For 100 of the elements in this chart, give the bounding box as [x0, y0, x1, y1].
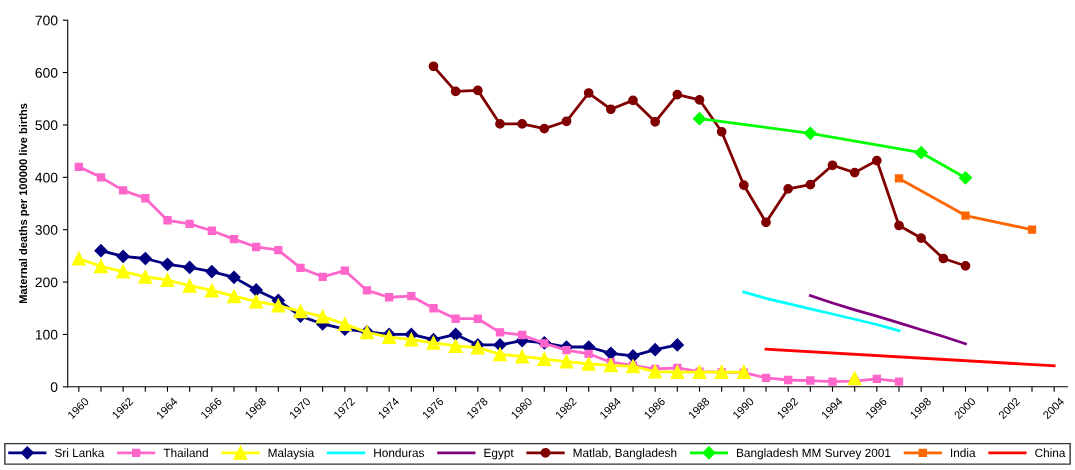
- point: [603, 358, 618, 373]
- point: [227, 289, 241, 304]
- point: [362, 286, 372, 295]
- point: [315, 309, 330, 324]
- point: [894, 220, 904, 231]
- point: [604, 346, 618, 360]
- point: [670, 338, 684, 352]
- point: [605, 104, 616, 115]
- point: [448, 339, 463, 353]
- point: [517, 330, 527, 340]
- point: [407, 292, 416, 301]
- point: [894, 377, 904, 386]
- point: [296, 263, 305, 273]
- point: [692, 112, 707, 126]
- point: [871, 155, 882, 166]
- point: [517, 119, 528, 129]
- point: [205, 265, 219, 279]
- point: [274, 245, 283, 255]
- y-tick-label: 600: [35, 67, 58, 78]
- legend-label: Egypt: [484, 448, 514, 460]
- point: [537, 352, 552, 366]
- point: [916, 233, 927, 243]
- point: [473, 314, 482, 323]
- legend-label: Thailand: [163, 448, 208, 458]
- point: [847, 371, 862, 386]
- point: [958, 171, 973, 185]
- point: [271, 298, 286, 313]
- point: [650, 116, 661, 127]
- y-tick-label: 300: [35, 225, 58, 235]
- point: [894, 174, 904, 183]
- y-tick-label: 0: [50, 382, 58, 392]
- point: [960, 260, 971, 271]
- line-series: [742, 290, 901, 333]
- point: [626, 359, 640, 374]
- point: [716, 126, 727, 137]
- point: [761, 373, 771, 383]
- point: [74, 162, 83, 172]
- point: [183, 260, 197, 274]
- point: [559, 354, 574, 369]
- point: [495, 119, 505, 129]
- point: [227, 270, 241, 284]
- point: [672, 89, 683, 100]
- point: [805, 179, 816, 190]
- legend-label: Bangladesh MM Survey 2001: [737, 448, 891, 460]
- point: [961, 211, 970, 220]
- legend-label: India: [951, 448, 976, 458]
- point: [783, 375, 793, 385]
- y-tick-label: 700: [35, 15, 58, 26]
- point: [872, 374, 882, 384]
- point: [628, 95, 638, 106]
- point: [450, 86, 461, 97]
- line-series: [808, 294, 967, 346]
- point: [204, 283, 219, 298]
- point: [694, 94, 705, 105]
- point: [404, 332, 419, 347]
- point: [428, 61, 439, 72]
- point: [249, 283, 263, 297]
- point: [803, 126, 817, 140]
- point: [449, 327, 463, 342]
- y-tick-label: 100: [35, 329, 58, 340]
- point: [539, 123, 550, 134]
- point: [562, 345, 571, 355]
- point: [783, 183, 794, 194]
- point: [160, 273, 175, 287]
- point: [938, 253, 949, 264]
- point: [160, 257, 175, 271]
- point: [384, 293, 394, 302]
- point: [96, 173, 106, 182]
- point: [337, 317, 352, 331]
- point: [692, 365, 707, 380]
- point: [185, 219, 194, 229]
- point: [182, 278, 197, 293]
- point: [515, 349, 530, 364]
- point: [561, 116, 572, 127]
- y-axis-title: Maternal deaths per 100000 live births: [18, 103, 30, 304]
- point: [116, 249, 130, 263]
- point: [761, 217, 771, 228]
- point: [141, 194, 150, 203]
- point: [293, 304, 308, 319]
- point: [229, 234, 239, 244]
- point: [71, 251, 86, 266]
- point: [118, 186, 128, 195]
- point: [94, 259, 108, 274]
- point: [116, 264, 131, 279]
- point: [472, 85, 483, 96]
- point: [138, 251, 152, 266]
- point: [806, 376, 815, 385]
- point: [584, 349, 593, 358]
- point: [648, 364, 663, 379]
- point: [493, 347, 507, 362]
- point: [340, 266, 349, 275]
- point: [670, 365, 685, 380]
- point: [207, 226, 216, 235]
- point: [849, 167, 860, 178]
- point: [1027, 225, 1037, 234]
- point: [318, 272, 327, 281]
- y-tick-label: 200: [35, 277, 58, 288]
- point: [583, 88, 594, 98]
- point: [163, 216, 172, 225]
- point: [581, 356, 596, 371]
